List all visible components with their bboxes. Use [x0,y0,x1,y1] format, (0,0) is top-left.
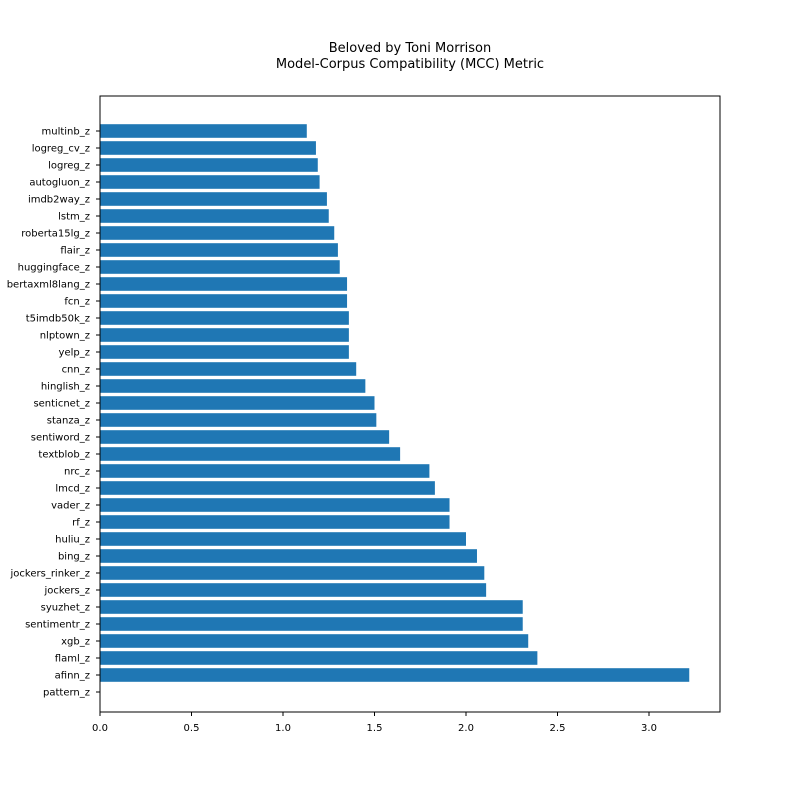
bar-multinb_z [100,124,307,138]
bar-fcn_z [100,294,348,308]
y-tick-label: senticnet_z [33,399,90,410]
bar-t5imdb50k_z [100,311,349,325]
bar-flaml_z [100,651,538,665]
bar-stanza_z [100,413,377,427]
bar-flair_z [100,243,338,257]
y-tick-label: vader_z [51,501,90,512]
y-tick-label: t5imdb50k_z [26,314,90,325]
chart-subtitle: Model-Corpus Compatibility (MCC) Metric [276,57,544,72]
chart-title: Beloved by Toni Morrison [329,41,492,56]
plot-area-frame [99,95,721,713]
y-tick-label: rf_z [72,518,90,529]
y-tick-label: lstm_z [58,212,90,223]
y-tick-label: syuzhet_z [41,603,90,614]
y-tick-label: bertaxml8lang_z [7,280,90,291]
x-tick-label: 0.5 [184,723,200,734]
bar-hinglish_z [100,379,366,393]
bar-nlptown_z [100,328,349,342]
bar-afinn_z [100,668,690,682]
y-tick-label: pattern_z [43,688,90,699]
bar-jockers_z [100,583,487,597]
y-tick-label: cnn_z [62,365,90,376]
bar-jockers_rinker_z [100,566,485,580]
y-tick-label: lmcd_z [55,484,90,495]
bar-lmcd_z [100,481,435,495]
bar-sentimentr_z [100,617,523,631]
y-tick-label: fcn_z [64,297,90,308]
y-tick-label: yelp_z [59,348,90,359]
y-tick-label: jockers_z [43,586,90,597]
y-tick-label: textblob_z [38,450,90,461]
x-axis-ticks: 0.0 0.5 1.0 1.5 2.0 2.5 3.0 [92,712,657,734]
y-tick-label: sentimentr_z [25,620,90,631]
y-tick-label: huggingface_z [18,263,90,274]
y-tick-label: jockers_rinker_z [10,569,90,580]
bar-bertaxml8lang_z [100,277,348,291]
bar-lstm_z [100,209,329,223]
bar-vader_z [100,498,450,512]
y-tick-label: roberta15lg_z [21,229,90,240]
x-tick-label: 0.0 [92,723,108,734]
y-tick-label: flaml_z [55,654,90,665]
bar-textblob_z [100,447,401,461]
y-tick-label: autogluon_z [29,178,90,189]
bar-huliu_z [100,532,466,546]
bar-xgb_z [100,634,529,648]
y-tick-label: huliu_z [55,535,90,546]
bar-sentiword_z [100,430,390,444]
bars-group [100,124,690,682]
bar-bing_z [100,549,477,563]
x-tick-label: 2.0 [458,723,474,734]
bar-autogluon_z [100,175,320,189]
y-tick-label: hinglish_z [41,382,90,393]
bar-logreg_z [100,158,318,172]
y-tick-label: logreg_cv_z [32,144,90,155]
y-tick-label: multinb_z [42,127,91,138]
bar-syuzhet_z [100,600,523,614]
y-tick-label: nrc_z [64,467,90,478]
y-tick-label: bing_z [58,552,90,563]
bar-yelp_z [100,345,349,359]
bar-rf_z [100,515,450,529]
bar-logreg_cv_z [100,141,316,155]
bar-roberta15lg_z [100,226,335,240]
y-tick-label: stanza_z [47,416,90,427]
y-tick-label: sentiword_z [31,433,90,444]
y-tick-label: flair_z [60,246,90,257]
y-tick-label: xgb_z [61,637,90,648]
bar-cnn_z [100,362,357,376]
x-tick-label: 3.0 [641,723,657,734]
y-tick-label: imdb2way_z [28,195,90,206]
y-tick-label: nlptown_z [40,331,90,342]
y-tick-label: afinn_z [55,671,90,682]
x-tick-label: 1.5 [367,723,383,734]
y-axis-ticks: multinb_z logreg_cv_z logreg_z autogluon_zi… [7,127,100,699]
bar-imdb2way_z [100,192,327,206]
x-tick-label: 2.5 [550,723,566,734]
bar-senticnet_z [100,396,375,410]
x-tick-label: 1.0 [275,723,291,734]
bar-nrc_z [100,464,430,478]
bar-huggingface_z [100,260,340,274]
y-tick-label: logreg_z [48,161,90,172]
